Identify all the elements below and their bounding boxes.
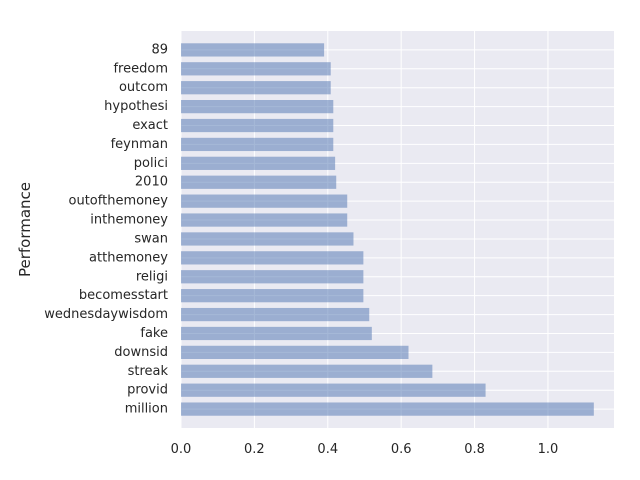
x-tick-label: 0.0 bbox=[171, 442, 192, 457]
bar-swan bbox=[181, 232, 354, 246]
bar-downsid bbox=[181, 345, 409, 359]
y-tick-label: swan bbox=[134, 231, 168, 246]
bar-2010 bbox=[181, 175, 337, 189]
y-tick-label: downsid bbox=[114, 345, 168, 360]
y-tick-labels: million provid streak downsid fake wednesdayw… bbox=[44, 42, 168, 416]
bars bbox=[181, 43, 594, 416]
x-tick-label: 0.2 bbox=[244, 442, 265, 457]
bar-streak bbox=[181, 364, 433, 378]
bar-exact bbox=[181, 118, 334, 133]
y-tick-label: atthemoney bbox=[89, 250, 168, 265]
plot-area bbox=[181, 31, 614, 428]
bar-89 bbox=[181, 43, 325, 57]
bar-fake bbox=[181, 326, 372, 341]
bar-million bbox=[181, 402, 594, 416]
y-axis-label: Performance bbox=[16, 182, 34, 277]
bar-becomesstart bbox=[181, 289, 364, 303]
x-tick-label: 0.6 bbox=[391, 442, 412, 457]
y-tick-label: polici bbox=[134, 156, 168, 171]
y-tick-label: feynman bbox=[111, 137, 168, 152]
bar-inthemoney bbox=[181, 213, 348, 227]
bar-atthemoney bbox=[181, 251, 364, 265]
x-tick-label: 0.8 bbox=[464, 442, 485, 457]
y-tick-label: outcom bbox=[119, 80, 168, 95]
bar-outcom bbox=[181, 81, 331, 95]
bar-hypothesi bbox=[181, 100, 334, 114]
x-tick-label: 0.4 bbox=[317, 442, 338, 457]
bar-wednesdaywisdom bbox=[181, 307, 370, 322]
bar-freedom bbox=[181, 62, 331, 76]
x-tick-label: 1.0 bbox=[538, 442, 559, 457]
y-tick-label: wednesdaywisdom bbox=[44, 307, 168, 322]
y-tick-label: 2010 bbox=[135, 175, 168, 190]
y-tick-label: becomesstart bbox=[79, 288, 168, 303]
y-tick-label: fake bbox=[140, 326, 168, 341]
y-tick-label: million bbox=[125, 402, 168, 417]
y-tick-label: provid bbox=[127, 383, 168, 398]
x-tick-labels: 0.0 0.2 0.4 0.6 0.8 1.0 bbox=[171, 442, 559, 457]
y-tick-label: religi bbox=[136, 269, 168, 284]
bar-outofthemoney bbox=[181, 194, 348, 208]
y-tick-label: exact bbox=[132, 118, 168, 133]
y-tick-label: outofthemoney bbox=[69, 194, 169, 209]
bar-provid bbox=[181, 383, 486, 397]
bar-polici bbox=[181, 156, 336, 170]
y-tick-label: hypothesi bbox=[104, 99, 168, 114]
bar-religi bbox=[181, 270, 364, 284]
y-tick-label: inthemoney bbox=[90, 213, 168, 228]
bar-feynman bbox=[181, 137, 334, 152]
y-tick-label: streak bbox=[128, 364, 169, 379]
y-tick-label: freedom bbox=[113, 61, 168, 76]
y-tick-label: 89 bbox=[151, 42, 168, 57]
